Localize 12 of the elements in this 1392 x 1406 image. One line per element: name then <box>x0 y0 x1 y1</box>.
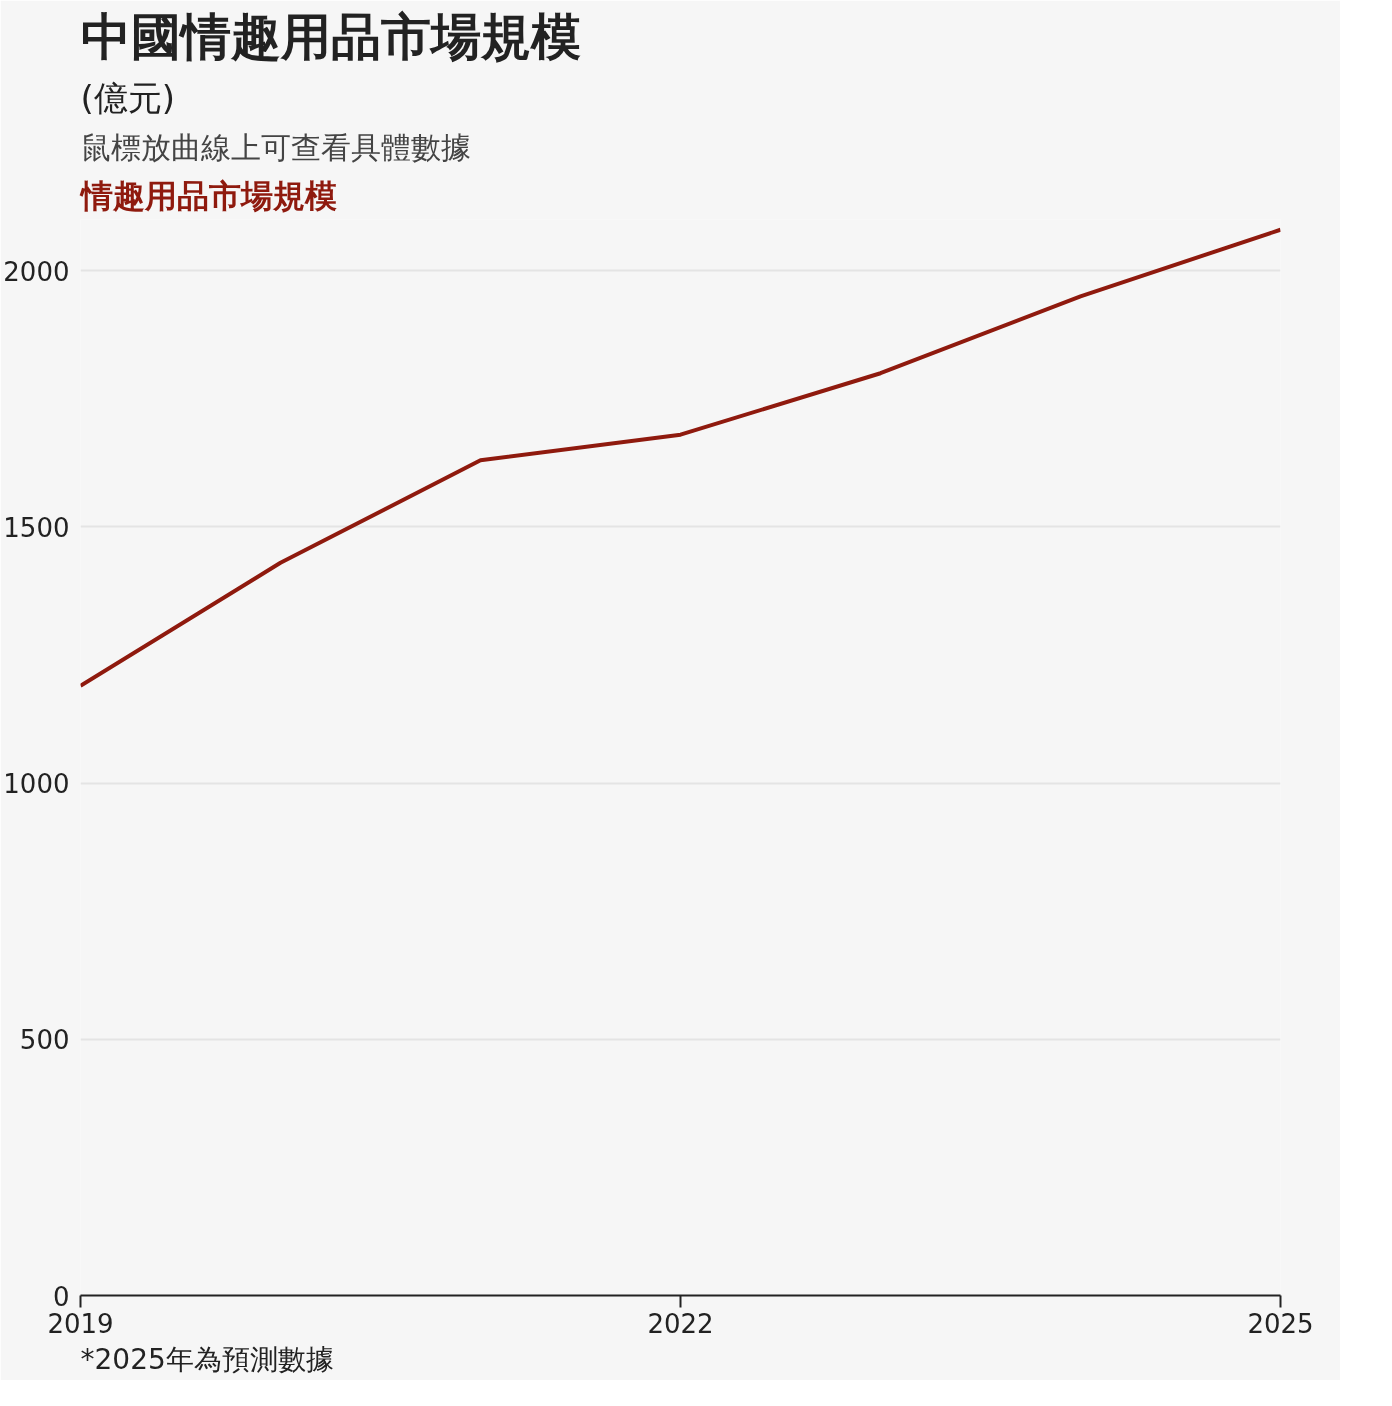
text: 情趣用品市場規模 <box>78 176 337 215</box>
text: *2025年為預測數據 <box>80 1342 334 1376</box>
y-tick-label: 1000 <box>3 769 70 800</box>
y-tick-label: 2000 <box>3 256 70 287</box>
x-tick-label: 2022 <box>647 1308 714 1339</box>
chart-subtitle: 鼠標放曲線上可查看具體數據 <box>80 129 471 165</box>
x-tick-label: 2025 <box>1247 1308 1314 1339</box>
y-tick-label: 500 <box>19 1025 70 1056</box>
y-axis-title: (億元) <box>80 77 176 118</box>
line-series <box>80 227 1281 688</box>
chart-title: 中國情趣用品市場規模 <box>80 7 581 66</box>
y-tick-label: 1500 <box>3 512 70 543</box>
